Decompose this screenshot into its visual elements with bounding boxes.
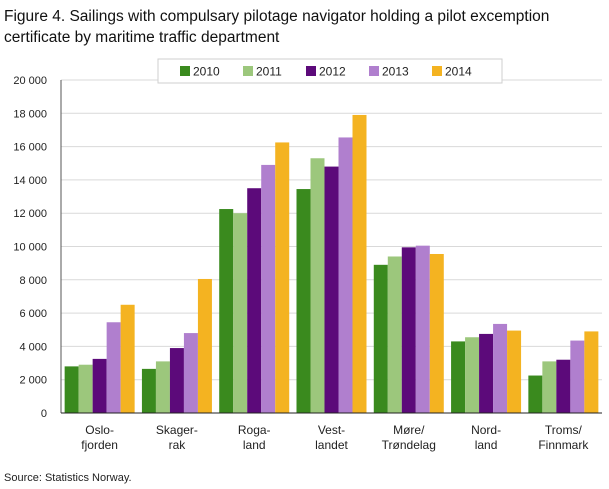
- chart-title: Figure 4. Sailings with compulsary pilot…: [4, 6, 604, 48]
- bar: [275, 142, 290, 413]
- bar: [338, 137, 353, 413]
- legend-label: 2010: [193, 65, 220, 79]
- y-tick-label: 2 000: [19, 375, 47, 387]
- bar: [324, 166, 339, 413]
- bar: [556, 359, 571, 413]
- legend-label: 2012: [319, 65, 346, 79]
- bar: [120, 304, 135, 413]
- bar: [106, 322, 121, 413]
- legend: 2010 2011 2012 2013 2014: [157, 58, 503, 84]
- x-category-label: landet: [315, 438, 348, 452]
- x-category-label: Skager-: [156, 423, 198, 437]
- bar: [247, 188, 262, 413]
- y-tick-label: 12 000: [13, 208, 47, 220]
- bar: [451, 341, 466, 413]
- chart-title-line-2: certificate by maritime traffic departme…: [4, 29, 280, 46]
- y-tick-label: 20 000: [13, 75, 47, 87]
- y-tick-label: 6 000: [19, 308, 47, 320]
- legend-swatch: [306, 66, 316, 76]
- y-tick-label: 16 000: [13, 142, 47, 154]
- bar: [155, 361, 170, 413]
- x-category-label: fjorden: [81, 438, 118, 452]
- x-category-label: Roga-: [238, 423, 271, 437]
- bar: [310, 158, 325, 413]
- y-tick-label: 4 000: [19, 341, 47, 353]
- x-category-label: Møre/: [393, 423, 425, 437]
- y-axis: 0 2 000 4 000 6 000 8 000 10 000 12 000 14 000 1…: [13, 75, 62, 420]
- bar: [373, 264, 388, 413]
- bar: [169, 348, 184, 413]
- bar: [64, 366, 79, 413]
- legend-swatch: [369, 66, 379, 76]
- y-tick-label: 8 000: [19, 275, 47, 287]
- bar: [141, 368, 156, 413]
- bar: [197, 278, 212, 413]
- bar: [465, 337, 480, 413]
- bar: [584, 331, 599, 413]
- chart-title-line-1: Figure 4. Sailings with compulsary pilot…: [4, 8, 550, 25]
- source-note: Source: Statistics Norway.: [4, 472, 132, 484]
- bar: [296, 189, 311, 413]
- legend-label: 2014: [445, 65, 472, 79]
- x-category-label: Troms/: [545, 423, 583, 437]
- x-category-label: rak: [169, 438, 187, 452]
- legend-label: 2011: [256, 65, 282, 79]
- legend-swatch: [180, 66, 190, 76]
- x-category-label: Finnmark: [538, 438, 589, 452]
- bar: [401, 247, 416, 413]
- bar: [183, 333, 198, 413]
- y-tick-label: 10 000: [13, 242, 47, 254]
- bar: [92, 358, 107, 413]
- bar: [507, 330, 522, 413]
- x-category-label: land: [475, 438, 498, 452]
- bar: [429, 253, 444, 413]
- bar: [387, 256, 402, 413]
- x-category-label: Trøndelag: [382, 438, 436, 452]
- y-tick-label: 0: [41, 408, 47, 420]
- x-category-label: Oslo-: [85, 423, 114, 437]
- x-category-label: land: [243, 438, 266, 452]
- y-tick-label: 18 000: [13, 108, 47, 120]
- bars: [64, 114, 599, 413]
- x-axis: Oslo-fjorden Skager-rak Roga-land Vest-land…: [61, 412, 602, 452]
- legend-swatch: [432, 66, 442, 76]
- x-category-label: Vest-: [318, 423, 345, 437]
- bar: [528, 375, 543, 413]
- bar: [570, 340, 585, 413]
- x-category-label: Nord-: [471, 423, 501, 437]
- legend-swatch: [243, 66, 253, 76]
- bar: [233, 213, 248, 413]
- bar: [352, 114, 367, 413]
- bar: [479, 333, 494, 413]
- bar: [493, 323, 508, 413]
- bar: [415, 245, 430, 413]
- bar: [542, 361, 557, 413]
- y-tick-label: 14 000: [13, 175, 47, 187]
- legend-box: [157, 58, 503, 84]
- bar: [219, 209, 234, 413]
- legend-label: 2013: [382, 65, 409, 79]
- bar: [261, 164, 276, 413]
- bar: [78, 364, 93, 413]
